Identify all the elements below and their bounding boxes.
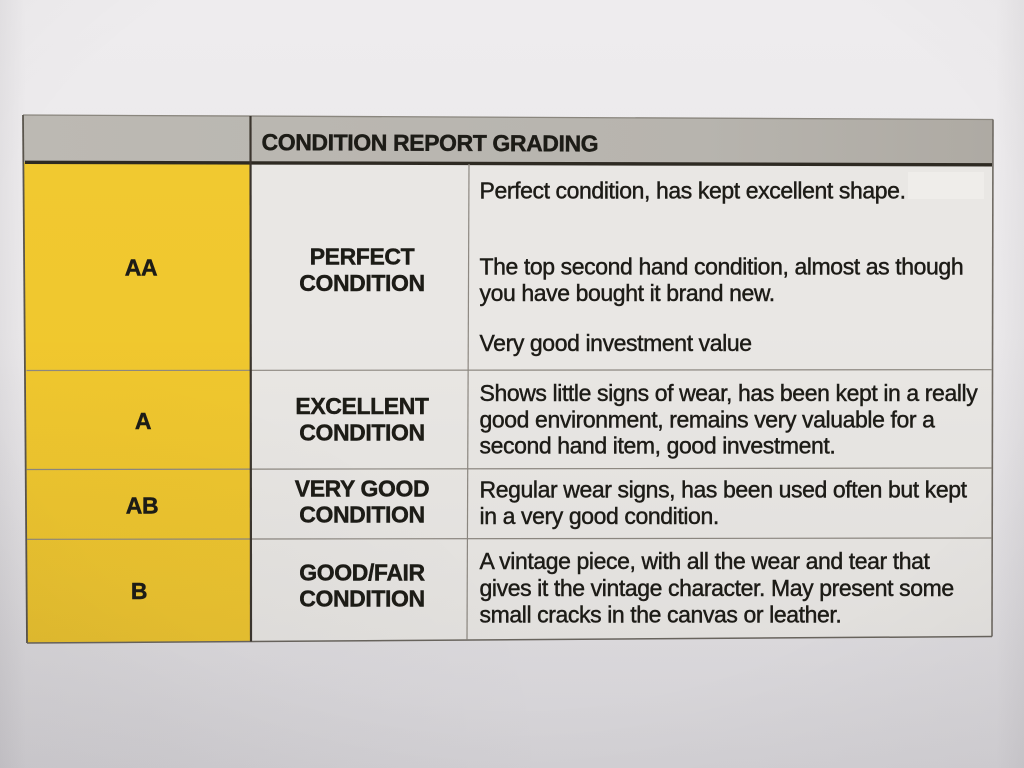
svg-text:AB: AB	[126, 493, 158, 519]
svg-text:Shows little signs of wear, ha: Shows little signs of wear, has been kep…	[480, 380, 979, 406]
svg-text:The top second hand condition,: The top second hand condition, almost as…	[480, 254, 964, 280]
svg-text:in a very good condition.: in a very good condition.	[480, 503, 719, 529]
svg-text:PERFECT: PERFECT	[310, 244, 415, 270]
svg-text:CONDITION REPORT GRADING: CONDITION REPORT GRADING	[261, 129, 598, 156]
svg-text:Regular wear signs, has been u: Regular wear signs, has been used often …	[480, 477, 968, 503]
svg-text:GOOD/FAIR: GOOD/FAIR	[299, 560, 425, 586]
svg-text:B: B	[131, 578, 147, 604]
svg-text:you have bought it brand new.: you have bought it brand new.	[480, 280, 775, 306]
svg-text:CONDITION: CONDITION	[299, 420, 424, 446]
svg-text:EXCELLENT: EXCELLENT	[295, 393, 428, 419]
svg-text:AA: AA	[125, 255, 157, 281]
svg-text:Very good investment value: Very good investment value	[480, 330, 752, 356]
svg-text:small cracks in the canvas or: small cracks in the canvas or leather.	[480, 602, 842, 628]
svg-text:good environment, remains very: good environment, remains very valuable …	[480, 406, 936, 432]
svg-text:CONDITION: CONDITION	[299, 270, 424, 296]
svg-text:second hand item, good investm: second hand item, good investment.	[480, 433, 836, 459]
svg-text:gives it the vintage character: gives it the vintage character. May pres…	[480, 575, 954, 601]
svg-text:A vintage piece, with all the: A vintage piece, with all the wear and t…	[480, 548, 931, 574]
svg-text:VERY GOOD: VERY GOOD	[295, 476, 429, 502]
svg-text:Perfect condition, has kept ex: Perfect condition, has kept excellent sh…	[480, 178, 906, 204]
svg-text:A: A	[135, 408, 151, 434]
svg-text:CONDITION: CONDITION	[299, 502, 424, 528]
svg-text:CONDITION: CONDITION	[299, 586, 424, 612]
